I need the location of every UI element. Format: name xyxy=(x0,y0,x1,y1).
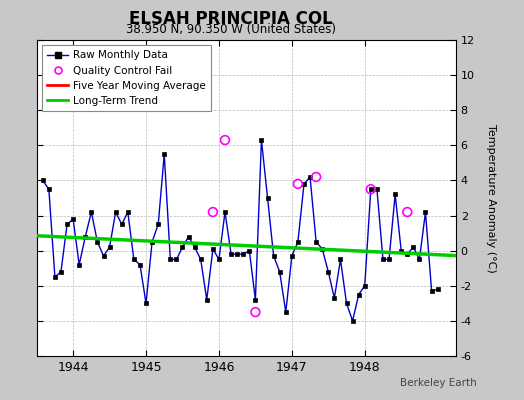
Text: Berkeley Earth: Berkeley Earth xyxy=(400,378,477,388)
Y-axis label: Temperature Anomaly (°C): Temperature Anomaly (°C) xyxy=(486,124,496,272)
Point xyxy=(403,209,411,215)
Text: ELSAH PRINCIPIA COL: ELSAH PRINCIPIA COL xyxy=(129,10,332,28)
Point xyxy=(221,137,229,143)
Point xyxy=(367,186,375,192)
Legend: Raw Monthly Data, Quality Control Fail, Five Year Moving Average, Long-Term Tren: Raw Monthly Data, Quality Control Fail, … xyxy=(42,45,211,111)
Point xyxy=(294,181,302,187)
Text: 38.950 N, 90.350 W (United States): 38.950 N, 90.350 W (United States) xyxy=(126,23,335,36)
Point xyxy=(312,174,320,180)
Point xyxy=(251,309,259,315)
Point xyxy=(209,209,217,215)
